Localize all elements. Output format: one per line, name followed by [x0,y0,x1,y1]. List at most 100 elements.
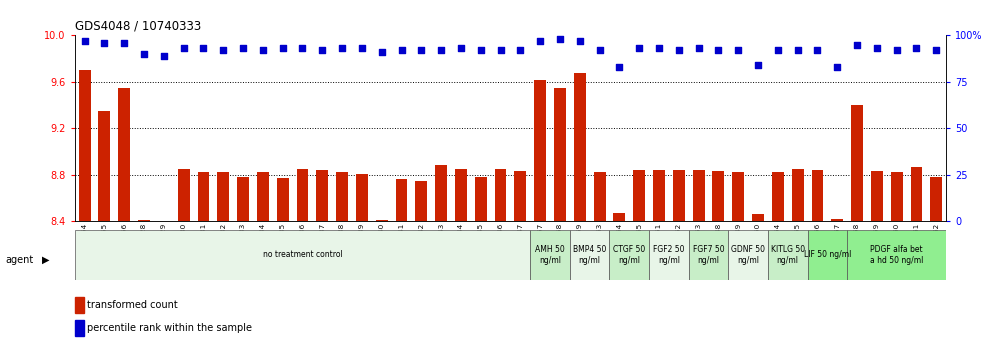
Text: GDS4048 / 10740333: GDS4048 / 10740333 [75,19,201,33]
Bar [356,173,368,221]
Bar [495,169,507,221]
Point [631,46,647,51]
Bar [614,213,625,221]
Bar [475,177,487,221]
Point [473,47,489,53]
Bar [197,172,209,221]
FancyBboxPatch shape [570,230,610,280]
FancyBboxPatch shape [848,230,946,280]
Point [453,46,469,51]
Point [275,46,291,51]
FancyBboxPatch shape [688,230,728,280]
Bar [514,171,526,221]
Text: KITLG 50
ng/ml: KITLG 50 ng/ml [771,245,805,265]
FancyBboxPatch shape [75,230,530,280]
Text: BMP4 50
ng/ml: BMP4 50 ng/ml [573,245,607,265]
Text: AMH 50
ng/ml: AMH 50 ng/ml [535,245,565,265]
Bar [177,169,189,221]
Point [888,47,904,53]
Bar [217,172,229,221]
Point [572,38,588,44]
Bar [415,181,427,221]
Text: FGF2 50
ng/ml: FGF2 50 ng/ml [653,245,684,265]
Point [175,46,191,51]
Bar [395,179,407,221]
Bar [79,70,91,221]
Bar [772,172,784,221]
Point [710,47,726,53]
Point [512,47,528,53]
Point [433,47,449,53]
Point [750,62,766,68]
Point [295,46,311,51]
Point [117,40,132,46]
FancyBboxPatch shape [728,230,768,280]
Point [235,46,251,51]
Bar [574,73,586,221]
Bar [812,170,824,221]
Bar [75,297,84,313]
Bar [852,105,863,221]
Text: CTGF 50
ng/ml: CTGF 50 ng/ml [614,245,645,265]
Point [413,47,429,53]
Bar [158,221,169,311]
Bar [792,169,804,221]
Text: ▶: ▶ [42,255,50,265]
Bar [435,165,447,221]
Point [195,46,211,51]
FancyBboxPatch shape [649,230,688,280]
FancyBboxPatch shape [768,230,808,280]
Text: FGF7 50
ng/ml: FGF7 50 ng/ml [692,245,724,265]
Point [671,47,687,53]
Bar [75,320,84,336]
Point [552,36,568,42]
Point [690,46,706,51]
Bar [237,177,249,221]
Bar [317,170,329,221]
Text: no treatment control: no treatment control [263,250,343,259]
FancyBboxPatch shape [530,230,570,280]
Point [354,46,370,51]
Text: GDNF 50
ng/ml: GDNF 50 ng/ml [731,245,765,265]
Point [532,38,548,44]
Bar [554,88,566,221]
Point [592,47,608,53]
Point [374,49,389,55]
Point [830,64,846,70]
Bar [832,219,844,221]
Bar [257,172,269,221]
Point [77,38,93,44]
Bar [890,172,902,221]
Point [612,64,627,70]
Point [928,47,944,53]
Text: transformed count: transformed count [88,300,178,310]
Point [136,51,152,57]
Point [869,46,884,51]
Text: PDGF alfa bet
a hd 50 ng/ml: PDGF alfa bet a hd 50 ng/ml [870,245,923,265]
Bar [732,172,744,221]
Point [215,47,231,53]
Point [790,47,806,53]
Bar [119,88,130,221]
Point [850,42,866,47]
Bar [910,167,922,221]
Bar [930,177,942,221]
Bar [752,214,764,221]
Bar [455,169,467,221]
Bar [336,172,348,221]
Point [315,47,331,53]
Bar [375,220,387,221]
FancyBboxPatch shape [610,230,649,280]
Bar [673,170,684,221]
Text: percentile rank within the sample: percentile rank within the sample [88,323,252,333]
Text: LIF 50 ng/ml: LIF 50 ng/ml [804,250,851,259]
Bar [692,170,704,221]
Point [770,47,786,53]
Point [651,46,667,51]
Point [255,47,271,53]
Bar [534,80,546,221]
Text: agent: agent [5,255,33,265]
Bar [871,171,882,221]
Bar [99,111,111,221]
Point [334,46,350,51]
